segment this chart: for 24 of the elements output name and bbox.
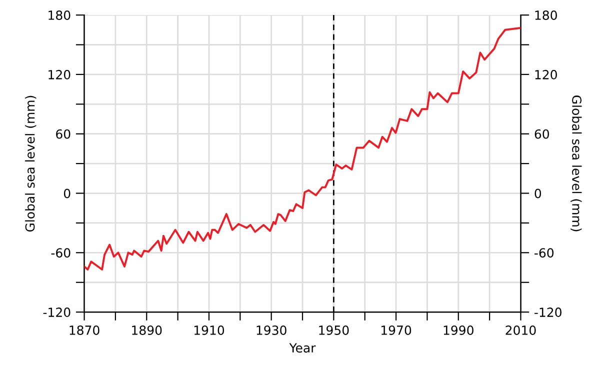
x-tick-label: 1870 bbox=[70, 325, 100, 335]
y-tick-label: 60 bbox=[56, 129, 70, 139]
y2-tick-label: 120 bbox=[535, 70, 557, 80]
y2-tick-label: 0 bbox=[534, 188, 542, 198]
y-tick-label: 120 bbox=[48, 70, 70, 80]
y2-tick-label: 180 bbox=[535, 10, 557, 20]
x-tick-label: 2010 bbox=[506, 325, 536, 335]
x-tick-label: 1890 bbox=[132, 325, 162, 335]
y-tick-label: -60 bbox=[51, 248, 70, 258]
x-tick-label: 1930 bbox=[256, 325, 286, 335]
y-tick-label: 0 bbox=[64, 188, 70, 198]
y-tick-label: 180 bbox=[48, 10, 70, 20]
y2-tick-label: -60 bbox=[534, 248, 554, 258]
x-tick-label: 1990 bbox=[444, 325, 474, 335]
y2-tick-label: -120 bbox=[534, 308, 562, 318]
x-axis-title: Year bbox=[289, 343, 316, 353]
x-tick-label: 1910 bbox=[194, 325, 224, 335]
y2-tick-label: 60 bbox=[534, 129, 549, 139]
x-tick-label: 1970 bbox=[381, 325, 412, 335]
y2-axis-title: Global sea level (mm) bbox=[570, 96, 582, 232]
x-tick-label: 1950 bbox=[319, 325, 349, 335]
line-series bbox=[84, 26, 521, 270]
y-tick-label: -120 bbox=[43, 308, 70, 318]
y-axis-title: Global sea level (mm) bbox=[25, 96, 36, 232]
